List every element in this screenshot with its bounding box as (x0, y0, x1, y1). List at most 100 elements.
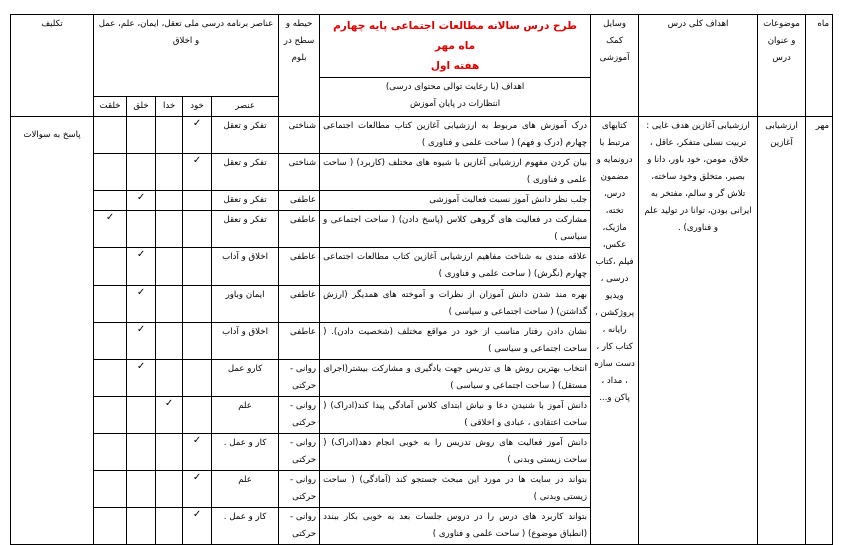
domain-cell: عاطفی (278, 247, 321, 286)
month-cell: مهر (805, 116, 834, 545)
domain-cell: روانی - حرکتی (278, 507, 321, 545)
check-cell-nature (92, 470, 128, 508)
check-icon: ✓ (192, 155, 202, 166)
check-cell-creation: ✓ (126, 359, 157, 397)
header-nature: خلقت (92, 96, 128, 117)
check-cell-self: ✓ (182, 507, 213, 545)
table-row: نشان دادن رفتار مناسب از خود در مواقع مخ… (11, 322, 833, 360)
element-cell: اخلاق و آداب (211, 247, 280, 286)
domain-cell: روانی - حرکتی (278, 359, 321, 397)
check-cell-nature (92, 190, 128, 211)
goal-cell: مشارکت در فعالیت های گروهی کلاس (پاسخ دا… (319, 210, 592, 248)
check-cell-creation (126, 396, 157, 434)
header-month: ماه (805, 14, 834, 117)
domain-cell: روانی - حرکتی (278, 396, 321, 434)
check-cell-creation (126, 153, 157, 191)
check-cell-nature (92, 285, 128, 323)
table-row: انتخاب بهترین روش ها ی تدریس جهت یادگیری… (11, 359, 833, 397)
check-cell-creation (126, 116, 157, 154)
check-cell-self (182, 210, 213, 248)
check-cell-god (155, 116, 184, 154)
header-domain: حیطه و سطح در بلوم (278, 14, 321, 117)
title-line2: هفته اول (430, 60, 480, 72)
check-icon: ✓ (164, 398, 174, 409)
check-cell-nature (92, 359, 128, 397)
general-goals-cell: ارزشیابی آغازین هدف غایی : تربیت نسلی مت… (638, 116, 759, 545)
check-cell-nature (92, 153, 128, 191)
assignment-cell: پاسخ به سوالات (10, 116, 94, 545)
check-cell-god: ✓ (155, 396, 184, 434)
goal-cell: انتخاب بهترین روش ها ی تدریس جهت یادگیری… (319, 359, 592, 397)
check-cell-god (155, 153, 184, 191)
header-assignment: تکلیف (10, 14, 94, 117)
header-element: عنصر (211, 96, 280, 117)
goal-cell: بتواند کاربرد های درس را در دروس جلسات ب… (319, 507, 592, 545)
goal-cell: بتواند در سایت ها در مورد این مبحث جستجو… (319, 470, 592, 508)
check-cell-self (182, 190, 213, 211)
header-self: خود (182, 96, 213, 117)
header-creation: خلق (126, 96, 157, 117)
goal-cell: نشان دادن رفتار مناسب از خود در مواقع مخ… (319, 322, 592, 360)
check-cell-nature (92, 247, 128, 286)
element-cell: تفکر و تعقل (211, 153, 280, 191)
title-line1: طرح درس سالانه مطالعات اجتماعی پایه چهار… (333, 20, 577, 52)
check-cell-god (155, 190, 184, 211)
element-cell: علم (211, 396, 280, 434)
page-title: طرح درس سالانه مطالعات اجتماعی پایه چهار… (319, 14, 592, 78)
check-cell-god (155, 285, 184, 323)
check-cell-creation (126, 210, 157, 248)
goal-cell: درک آموزش های مربوط به ارزشیابی آغازین ک… (319, 116, 592, 154)
check-cell-nature (92, 116, 128, 154)
check-cell-god (155, 507, 184, 545)
check-cell-self (182, 359, 213, 397)
check-cell-creation: ✓ (126, 190, 157, 211)
domain-cell: روانی - حرکتی (278, 470, 321, 508)
table-row: جلب نظر دانش آموز نسبت فعالیت آموزشی عاطف… (11, 190, 833, 211)
check-cell-nature (92, 507, 128, 545)
check-cell-nature (92, 433, 128, 471)
table-row: مهر ارزشیابی آغازین ارزشیابی آغازین هدف غا… (10, 116, 834, 545)
element-cell: تفکر و تعقل (211, 190, 280, 211)
element-cell: کارو عمل (211, 359, 280, 397)
element-cell: کار و عمل . (211, 433, 280, 471)
domain-cell: عاطفی (278, 190, 321, 211)
check-cell-creation: ✓ (126, 247, 157, 286)
check-cell-self: ✓ (182, 433, 213, 471)
check-cell-self (182, 247, 213, 286)
check-cell-nature (92, 396, 128, 434)
check-icon: ✓ (192, 472, 202, 483)
check-cell-self (182, 396, 213, 434)
element-cell: اخلاق و آداب (211, 322, 280, 360)
domain-cell: عاطفی (278, 322, 321, 360)
header-elements-group: عناصر برنامه درسی ملی تعقل، ایمان، علم، … (92, 14, 280, 97)
aids-cell: کتابهای مرتبط با درونمایه و مضمون درس، ت… (590, 116, 640, 545)
goal-cell: جلب نظر دانش آموز نسبت فعالیت آموزشی (319, 190, 592, 211)
domain-cell: شناختی (278, 153, 321, 191)
check-cell-creation (126, 470, 157, 508)
table-row: بتواند در سایت ها در مورد این مبحث جستجو… (11, 470, 833, 508)
goal-cell: بهره مند شدن دانش آموزان از نظرات و آموخ… (319, 285, 592, 323)
check-cell-god (155, 210, 184, 248)
check-icon: ✓ (136, 249, 146, 260)
check-icon: ✓ (192, 118, 202, 129)
element-cell: تفکر و تعقل (211, 116, 280, 154)
check-icon: ✓ (192, 435, 202, 446)
check-cell-creation: ✓ (126, 285, 157, 323)
check-cell-self: ✓ (182, 470, 213, 508)
check-cell-creation (126, 433, 157, 471)
check-cell-god (155, 359, 184, 397)
header-goals: اهداف (با رعایت توالی محتوای درسی) انتظار… (319, 77, 592, 117)
table-row: بیان کردن مفهوم ارزشیابی آغازین با شیوه … (11, 153, 833, 191)
element-cell: تفکر و تعقل (211, 210, 280, 248)
goal-cell: علاقه مندی به شناخت مفاهیم ارزشیابی آغاز… (319, 247, 592, 286)
header-aids: وسایل کمک آموزشی (590, 14, 640, 117)
check-cell-nature: ✓ (92, 210, 128, 248)
header-topics: موضوعات و عنوان درس (757, 14, 807, 117)
domain-cell: عاطفی (278, 285, 321, 323)
check-cell-god (155, 433, 184, 471)
goal-cell: دانش آموز با شنیدن دعا و نیاش ابتدای کلا… (319, 396, 592, 434)
check-cell-nature (92, 322, 128, 360)
element-cell: کار و عمل . (211, 507, 280, 545)
check-cell-self (182, 322, 213, 360)
lesson-plan-table: ماه موضوعات و عنوان درس اهداف کلی درس وس… (10, 14, 834, 545)
